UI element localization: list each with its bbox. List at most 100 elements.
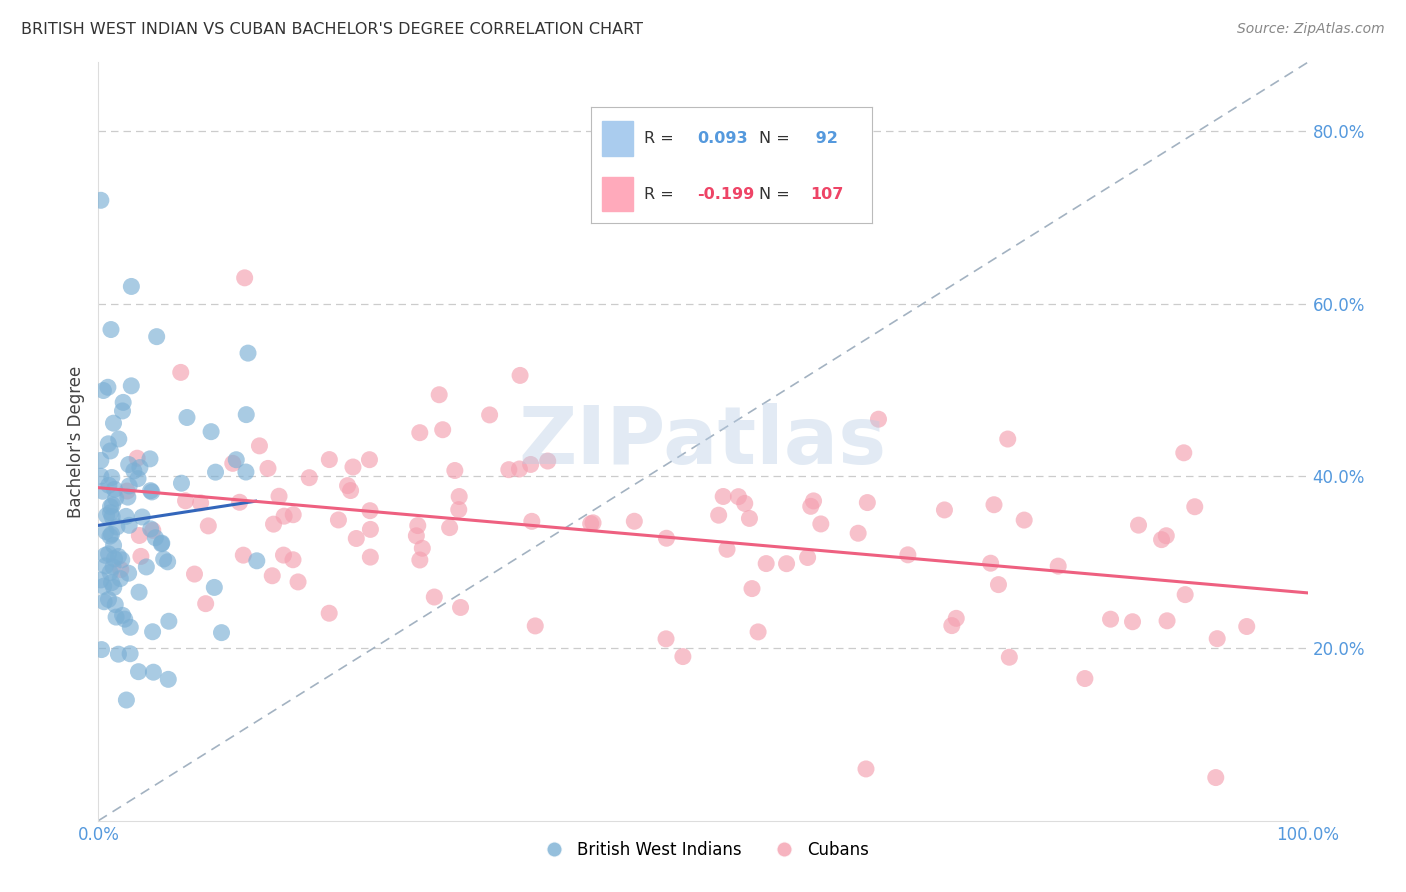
Point	[93, 595, 115, 609]
Point	[152, 552, 174, 566]
Point	[101, 498, 124, 512]
Point	[141, 485, 163, 500]
Point	[262, 568, 284, 582]
Point	[267, 489, 290, 503]
Point	[257, 461, 280, 475]
Point	[110, 572, 132, 586]
Point	[150, 537, 173, 551]
Y-axis label: Bachelor's Degree: Bachelor's Degree	[67, 366, 86, 517]
Point	[359, 522, 381, 536]
Point	[803, 494, 825, 508]
Point	[846, 526, 869, 541]
Point	[934, 503, 956, 517]
Point	[1205, 771, 1227, 785]
Point	[359, 452, 381, 467]
Point	[582, 516, 605, 530]
Point	[143, 531, 166, 545]
Point	[139, 522, 162, 536]
Point	[90, 642, 112, 657]
Point	[897, 548, 920, 562]
Point	[176, 410, 198, 425]
Point	[232, 548, 254, 562]
Point	[524, 619, 547, 633]
Text: -0.199: -0.199	[697, 186, 755, 202]
Point	[97, 437, 120, 451]
Point	[104, 598, 127, 612]
Point	[90, 469, 112, 483]
Point	[157, 614, 180, 628]
Point	[233, 270, 256, 285]
Point	[432, 423, 454, 437]
Point	[336, 478, 359, 492]
Point	[90, 573, 112, 587]
Point	[197, 519, 219, 533]
Point	[1173, 446, 1195, 460]
Point	[127, 472, 149, 486]
Point	[997, 432, 1019, 446]
Text: Source: ZipAtlas.com: Source: ZipAtlas.com	[1237, 22, 1385, 37]
Point	[711, 490, 734, 504]
Text: N =: N =	[759, 131, 796, 146]
Point	[120, 647, 142, 661]
Point	[91, 484, 114, 499]
Point	[727, 490, 749, 504]
Point	[94, 524, 117, 539]
Point	[107, 647, 129, 661]
Point	[115, 509, 138, 524]
Point	[1206, 632, 1229, 646]
Point	[174, 493, 197, 508]
Point	[142, 624, 165, 639]
Point	[987, 577, 1010, 591]
Point	[344, 532, 367, 546]
Point	[246, 554, 269, 568]
Point	[111, 553, 134, 567]
Point	[427, 388, 450, 402]
Point	[120, 279, 142, 293]
Point	[170, 476, 193, 491]
Point	[734, 496, 756, 510]
Text: 107: 107	[810, 186, 844, 202]
Point	[97, 380, 120, 394]
Point	[509, 368, 531, 383]
Point	[98, 566, 121, 580]
Point	[204, 465, 226, 479]
Point	[94, 558, 117, 573]
Point	[339, 483, 361, 498]
Point	[94, 549, 117, 563]
Point	[738, 511, 761, 525]
Point	[1128, 518, 1150, 533]
Point	[194, 597, 217, 611]
Point	[170, 365, 193, 379]
Point	[97, 547, 120, 561]
Point	[97, 592, 120, 607]
Point	[520, 514, 543, 528]
Point	[318, 606, 340, 620]
Point	[115, 483, 138, 498]
Point	[281, 553, 304, 567]
Point	[450, 600, 472, 615]
Point	[190, 496, 212, 510]
Point	[855, 762, 877, 776]
Point	[405, 529, 427, 543]
Point	[249, 439, 271, 453]
Point	[318, 452, 340, 467]
Point	[118, 479, 141, 493]
Point	[868, 412, 890, 426]
Point	[222, 456, 245, 470]
Point	[117, 566, 139, 581]
Point	[941, 618, 963, 632]
Point	[115, 693, 138, 707]
Point	[707, 508, 730, 523]
Point	[409, 553, 432, 567]
Point	[128, 585, 150, 599]
Point	[104, 491, 127, 506]
Text: R =: R =	[644, 186, 679, 202]
Point	[103, 581, 125, 595]
Point	[1150, 533, 1173, 547]
Point	[111, 404, 134, 418]
Point	[655, 531, 678, 545]
Point	[142, 665, 165, 680]
Point	[111, 608, 134, 623]
Point	[983, 498, 1005, 512]
Point	[118, 518, 141, 533]
